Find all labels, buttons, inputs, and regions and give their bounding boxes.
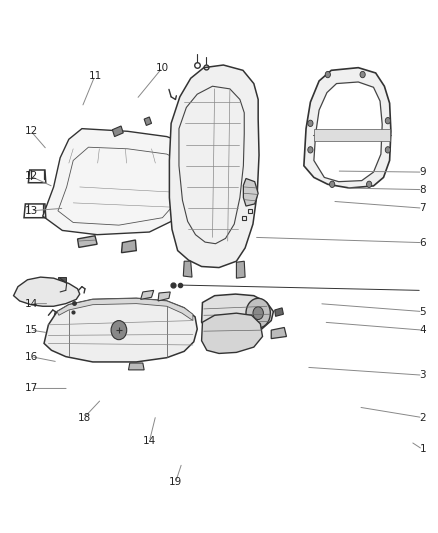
Polygon shape [304, 68, 391, 188]
Polygon shape [14, 277, 80, 306]
Polygon shape [271, 327, 286, 338]
Polygon shape [244, 179, 258, 206]
Text: 12: 12 [25, 126, 38, 136]
Circle shape [308, 147, 313, 153]
Text: 15: 15 [25, 325, 38, 335]
Circle shape [325, 71, 330, 78]
Polygon shape [58, 277, 66, 282]
Circle shape [385, 147, 391, 153]
Text: 18: 18 [78, 413, 91, 423]
Polygon shape [201, 313, 262, 353]
Polygon shape [158, 292, 170, 301]
Polygon shape [170, 65, 259, 268]
Polygon shape [144, 117, 152, 125]
Text: 14: 14 [25, 298, 38, 309]
Polygon shape [44, 298, 197, 362]
Text: 8: 8 [419, 184, 426, 195]
Text: 12: 12 [25, 172, 38, 181]
Text: 13: 13 [25, 206, 38, 216]
Polygon shape [57, 298, 193, 320]
Circle shape [385, 117, 391, 124]
Polygon shape [141, 290, 154, 300]
Text: 7: 7 [419, 203, 426, 213]
Text: 6: 6 [419, 238, 426, 248]
Polygon shape [237, 261, 245, 278]
Text: 4: 4 [419, 325, 426, 335]
Polygon shape [78, 236, 97, 247]
Text: 5: 5 [419, 306, 426, 317]
Polygon shape [314, 82, 382, 182]
Text: 19: 19 [169, 477, 182, 487]
Text: 2: 2 [419, 413, 426, 423]
Text: 16: 16 [25, 352, 38, 361]
Text: 1: 1 [419, 445, 426, 455]
Circle shape [253, 307, 263, 319]
Text: 3: 3 [419, 370, 426, 380]
Circle shape [360, 71, 365, 78]
Circle shape [246, 298, 270, 328]
Circle shape [111, 320, 127, 340]
Polygon shape [201, 294, 273, 335]
Text: 9: 9 [419, 167, 426, 177]
Polygon shape [43, 128, 197, 235]
Text: 17: 17 [25, 383, 38, 393]
Circle shape [329, 181, 335, 188]
Circle shape [308, 120, 313, 126]
Polygon shape [275, 308, 283, 317]
Polygon shape [121, 240, 136, 253]
Polygon shape [113, 126, 123, 136]
Polygon shape [128, 363, 144, 370]
Polygon shape [184, 261, 192, 277]
Circle shape [367, 181, 372, 188]
Polygon shape [314, 128, 390, 141]
Text: 10: 10 [156, 63, 169, 72]
Text: 14: 14 [143, 437, 156, 447]
Text: 11: 11 [88, 70, 102, 80]
